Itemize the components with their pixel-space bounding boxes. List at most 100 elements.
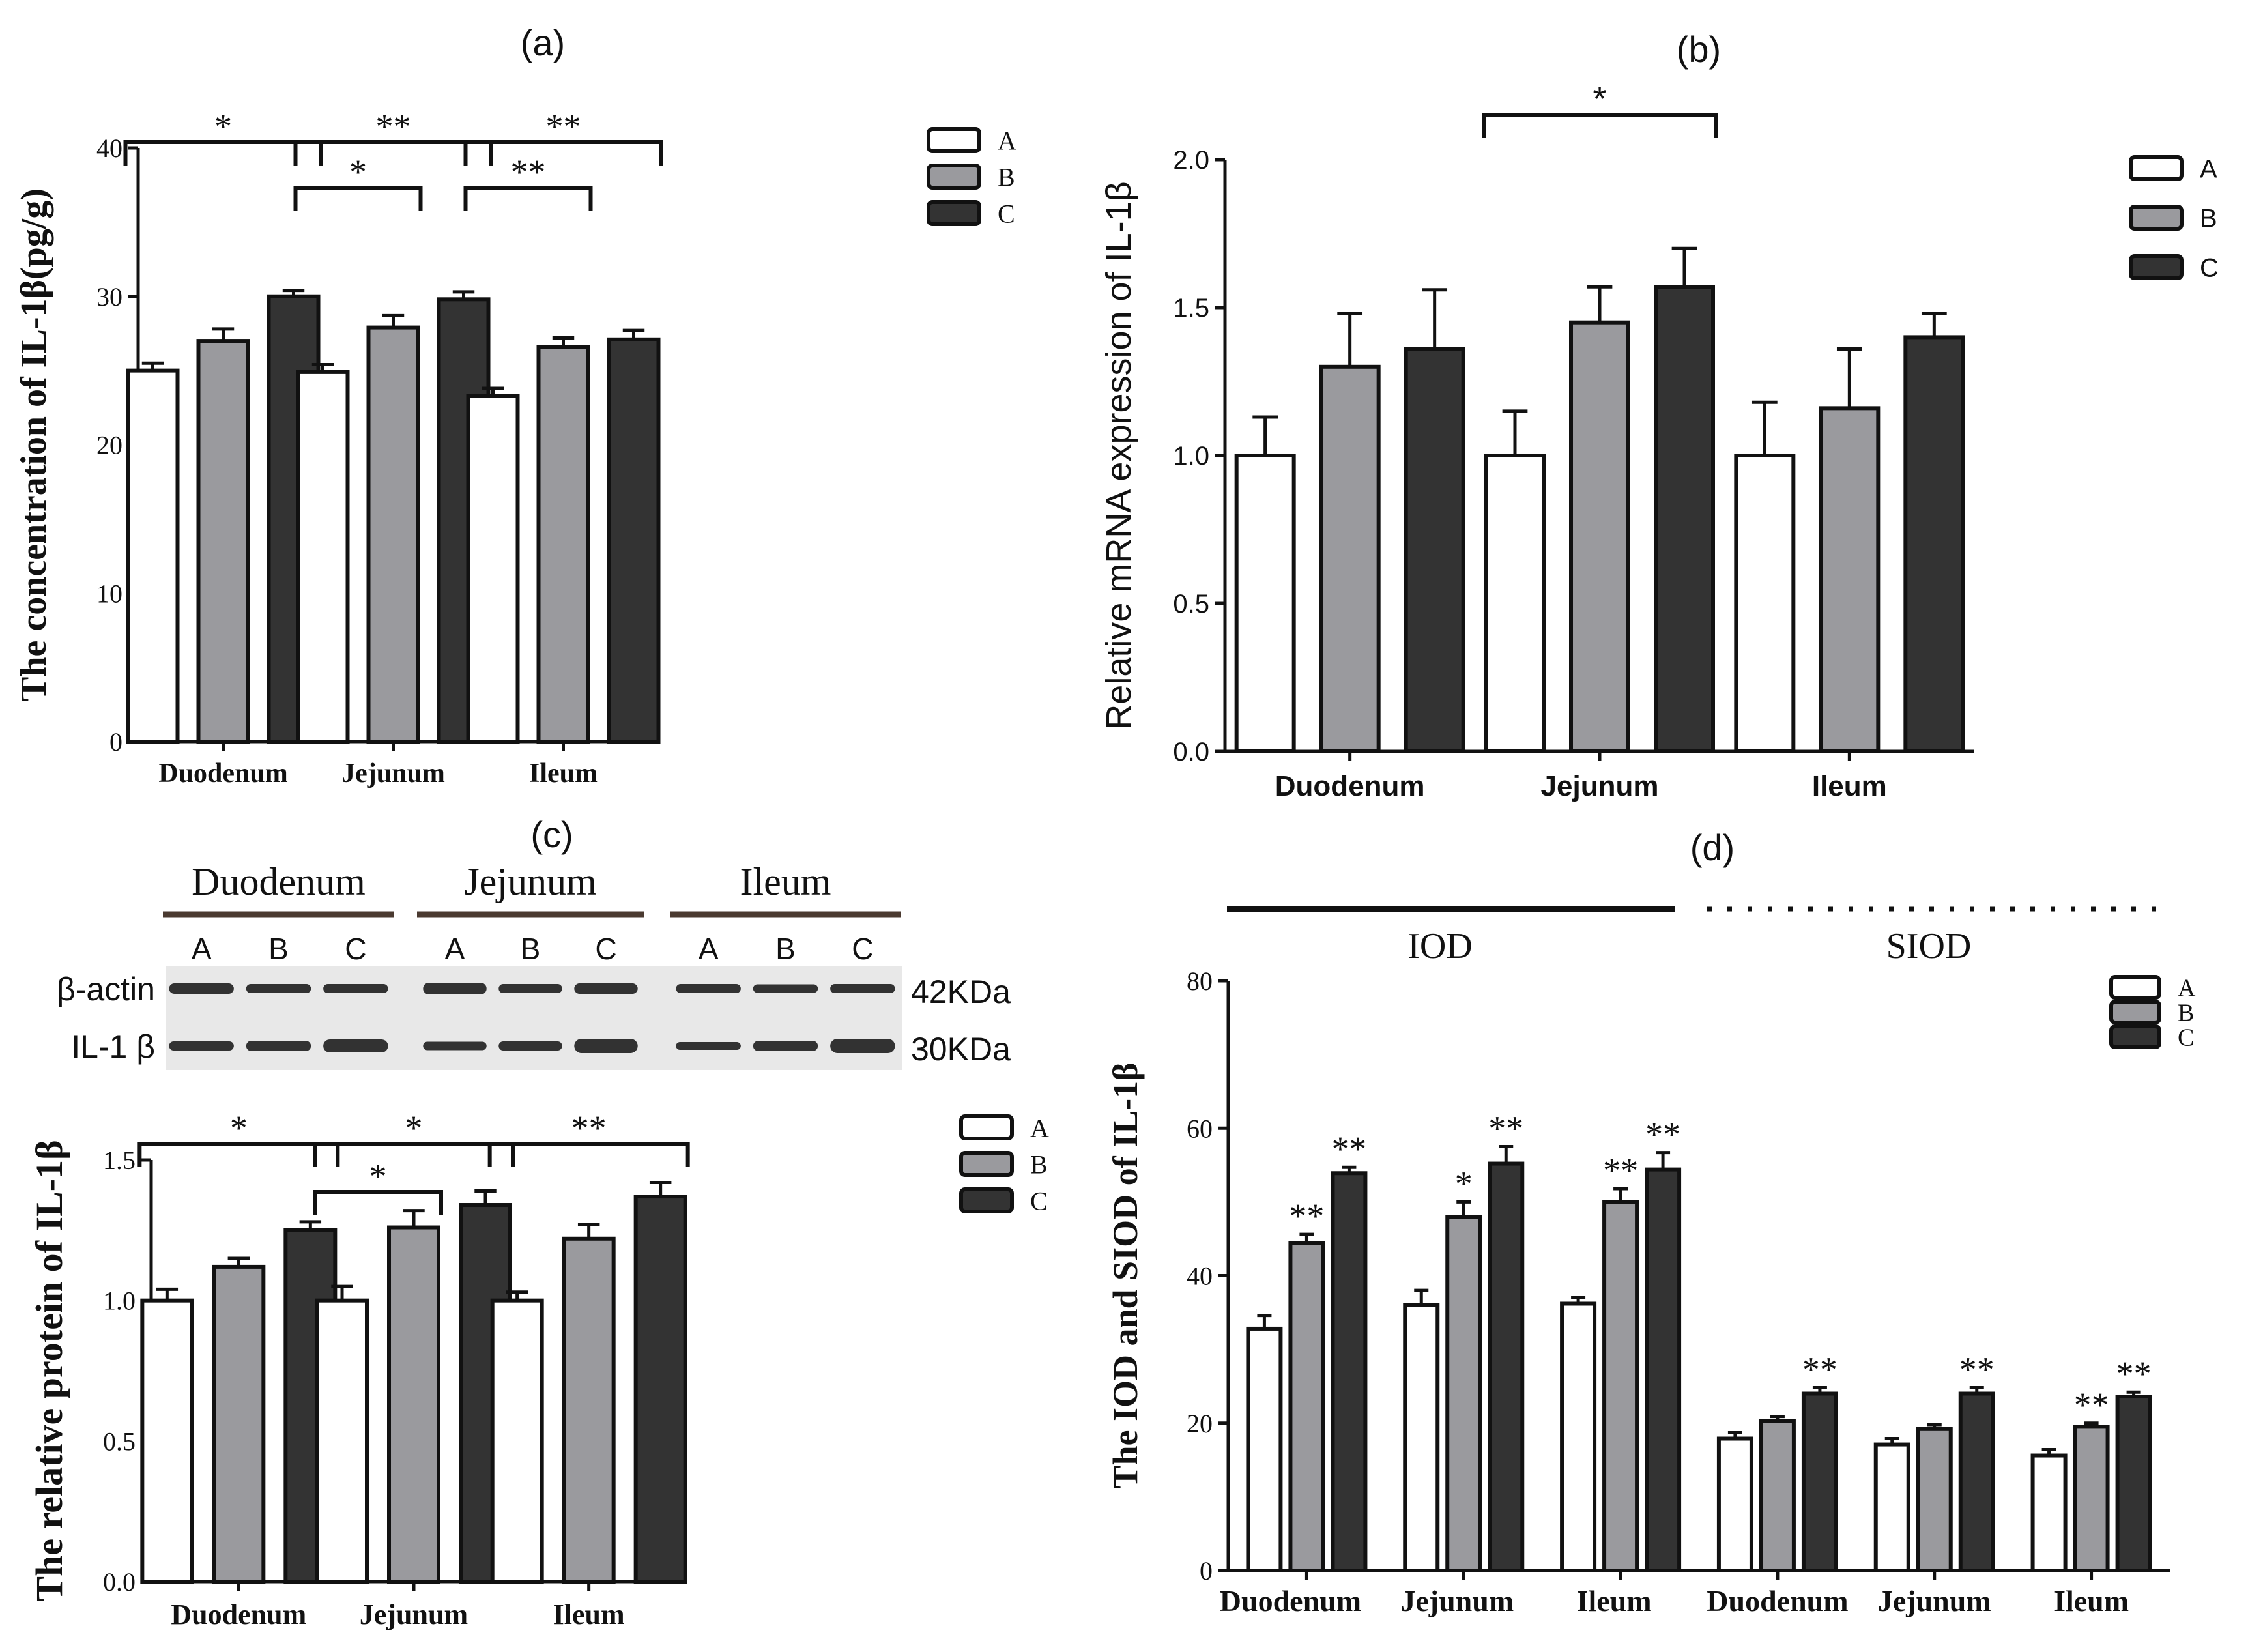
legend-label: A xyxy=(998,126,1016,155)
bar-b xyxy=(1288,1241,1325,1572)
y-tick-label: 0.0 xyxy=(103,1567,136,1597)
chart-a: 0 10 20 30 40 The concentration of IL-1β(pg/g… xyxy=(14,22,1016,789)
y-tick-label: 1.5 xyxy=(103,1146,136,1175)
y-tick-label: 60 xyxy=(1187,1114,1213,1143)
significance-bracket xyxy=(313,1190,443,1215)
y-tick-label: 1.0 xyxy=(103,1286,136,1316)
significance-marker: ** xyxy=(2116,1354,2152,1393)
significance-bracket xyxy=(293,140,493,166)
significance-marker: ** xyxy=(546,107,581,146)
blot-lane-label: C xyxy=(852,932,873,966)
bar-a xyxy=(1484,454,1546,753)
significance-bracket xyxy=(137,1142,340,1167)
blot-band xyxy=(498,984,562,993)
blot-lane-label: A xyxy=(192,932,212,966)
bar-c xyxy=(1488,1161,1525,1573)
blot-band xyxy=(323,1039,388,1052)
y-tick-label: 2.0 xyxy=(1173,146,1209,175)
legend-swatch-a xyxy=(2109,975,2161,1000)
blot-lane-label: A xyxy=(445,932,465,966)
significance-marker: ** xyxy=(1488,1109,1523,1148)
x-tick-label: Ileum xyxy=(2054,1584,2129,1617)
x-tick-label: Duodenum xyxy=(1275,770,1425,802)
x-tick-label: Ileum xyxy=(529,759,598,789)
x-tick-label: Jejunum xyxy=(341,759,445,789)
section-headers: IOD SIOD xyxy=(1227,906,2157,966)
y-axis-label: The concentration of IL-1β(pg/g) xyxy=(14,188,54,701)
bar-b xyxy=(366,325,420,744)
bar-c xyxy=(1404,347,1465,753)
blot-lane-label: A xyxy=(699,932,719,966)
x-tick-label: Ileum xyxy=(1812,770,1887,802)
x-tick-label: Duodenum xyxy=(171,1599,306,1630)
bar-a xyxy=(1716,1436,1753,1573)
blot-size-label: 30KDa xyxy=(911,1031,1011,1067)
legend-label: C xyxy=(998,199,1015,228)
significance-marker: * xyxy=(405,1109,423,1148)
bar-a xyxy=(1246,1326,1283,1572)
y-tick-label: 80 xyxy=(1187,966,1213,996)
legend-swatch-b xyxy=(927,164,981,190)
significance-marker: * xyxy=(369,1157,387,1196)
blot-band xyxy=(753,984,818,993)
legend: ABC xyxy=(927,126,1016,228)
bar-a xyxy=(1734,454,1796,753)
significance-marker: * xyxy=(1455,1164,1473,1203)
significance-marker: ** xyxy=(2074,1385,2109,1425)
blot-band xyxy=(830,984,895,993)
y-tick-label: 1.5 xyxy=(1173,294,1209,323)
legend-label: C xyxy=(2200,254,2219,282)
x-tick-label: Jejunum xyxy=(1400,1584,1514,1617)
panel-label: (c) xyxy=(530,814,573,855)
significance-marker: ** xyxy=(376,107,411,146)
blot-band xyxy=(753,1041,818,1051)
bar-b xyxy=(1319,364,1381,753)
bar-c xyxy=(1958,1391,1995,1572)
panel-label: (d) xyxy=(1690,827,1735,868)
significance-marker: * xyxy=(214,107,232,146)
bar-b xyxy=(1819,406,1881,753)
bar-b xyxy=(387,1225,440,1584)
significance-marker: * xyxy=(349,152,367,192)
blot-lane-label: B xyxy=(268,932,289,966)
y-tick-label: 20 xyxy=(1187,1409,1213,1438)
blot-band xyxy=(676,1042,741,1050)
bar-b xyxy=(1569,320,1630,753)
bar-a xyxy=(296,370,350,744)
legend-label: C xyxy=(2178,1024,2194,1052)
blot-membrane xyxy=(166,966,902,1070)
significance-marker: ** xyxy=(1603,1151,1638,1190)
legend-label: B xyxy=(1030,1150,1048,1179)
bar-b xyxy=(212,1264,266,1584)
significance-marker: ** xyxy=(511,152,546,192)
blot-region-label: Jejunum xyxy=(464,860,596,903)
blot-band xyxy=(169,983,234,994)
bar-c xyxy=(633,1195,687,1584)
significance-marker: ** xyxy=(1289,1196,1324,1236)
legend-swatch-b xyxy=(2129,205,2184,231)
x-tick-label: Jejunum xyxy=(1541,770,1659,802)
significance-marker: ** xyxy=(1645,1115,1680,1154)
blot-row-label: β-actin xyxy=(57,971,155,1007)
bar-b xyxy=(2073,1425,2110,1572)
chart-d: 0 20 40 60 80 The IOD and SIOD of IL-1β Duoden… xyxy=(1106,827,2196,1617)
legend-label: B xyxy=(2200,204,2217,233)
x-tick-label: Duodenum xyxy=(158,759,287,789)
legend-swatch-c xyxy=(2129,254,2184,280)
significance-bracket xyxy=(463,186,593,211)
blot-lane-label: C xyxy=(345,932,366,966)
bar-b xyxy=(196,339,250,744)
bar-a xyxy=(140,1298,194,1584)
significance-marker: ** xyxy=(571,1109,607,1148)
legend: ABC xyxy=(2129,154,2219,282)
bar-a xyxy=(2030,1453,2068,1572)
legend-swatch-c xyxy=(2109,1024,2161,1049)
legend-label: C xyxy=(1030,1186,1048,1215)
blot-band xyxy=(423,983,487,994)
y-tick-label: 10 xyxy=(96,579,123,608)
legend-swatch-c xyxy=(927,200,981,226)
legend-swatch-b xyxy=(2109,1000,2161,1024)
bar-b xyxy=(1602,1200,1639,1572)
blot-row-label: IL-1 β xyxy=(71,1028,155,1065)
bar-b xyxy=(1759,1419,1796,1572)
